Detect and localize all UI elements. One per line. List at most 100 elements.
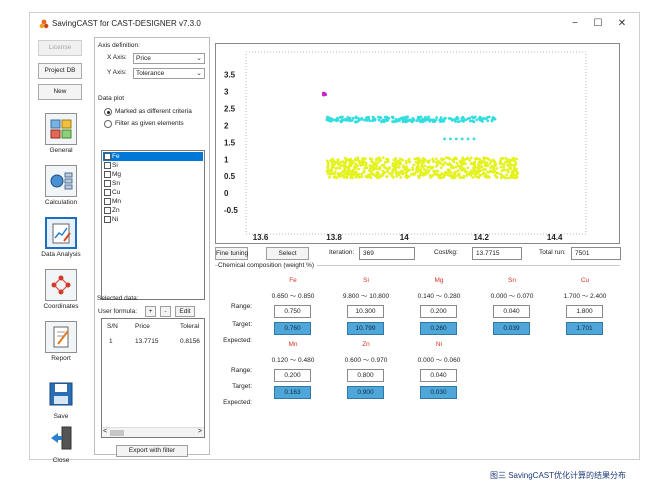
scatter-point [346,158,349,162]
remove-formula-button[interactable]: - [160,306,171,317]
expected-field[interactable]: 0.900 [347,386,384,399]
scatter-point [339,172,342,175]
expected-field[interactable]: 0.039 [493,322,530,335]
table-cell-price: 13.7715 [135,338,159,345]
target-field[interactable]: 0.040 [420,369,457,382]
scatter-point [475,156,479,160]
scatter-plot[interactable]: 3.5 3 2.5 2 1.5 1 0.5 0 -0.5 13.6 13.8 14 14.2 14.4 [215,43,620,244]
scatter-point [360,173,363,176]
target-field[interactable]: 0.200 [420,305,457,318]
checkbox[interactable] [104,207,111,214]
scatter-point [364,162,368,165]
scatter-point [328,175,331,179]
target-field[interactable]: 0.800 [347,369,384,382]
maximize-button[interactable]: ☐ [593,18,603,29]
checkbox[interactable] [104,171,111,178]
scatter-point [336,160,340,164]
element-item-sn[interactable]: Sn [103,179,203,188]
y-tick-label: 1 [224,155,229,164]
target-field[interactable]: 1.800 [566,305,603,318]
nav-general[interactable]: General [35,113,87,154]
scatter-series [443,137,476,141]
scatter-point [401,158,405,162]
scatter-point [493,173,497,177]
element-item-si[interactable]: Si [103,161,203,170]
element-item-mn[interactable]: Mn [103,197,203,206]
checkbox[interactable] [104,198,111,205]
nav-coordinates[interactable]: Coordinates [35,269,87,310]
target-field[interactable]: 0.750 [274,305,311,318]
x-tick-label: 14.4 [547,233,563,242]
expected-field[interactable]: 0.030 [420,386,457,399]
expected-field[interactable]: 0.260 [420,322,457,335]
checkbox[interactable] [104,189,111,196]
expected-field[interactable]: 0.760 [274,322,311,335]
close-window-button[interactable]: ✕ [617,18,627,29]
checkbox[interactable] [104,162,111,169]
iteration-field[interactable]: 369 [359,247,415,260]
nav-close[interactable]: Close [35,423,87,464]
cost-field[interactable]: 13.7715 [472,247,522,260]
element-item-cu[interactable]: Cu [103,188,203,197]
y-axis-select[interactable]: Tolerance ⌄ [133,68,205,79]
scatter-point [506,158,510,162]
scatter-point [364,175,368,178]
project-db-button[interactable]: Project DB [38,63,82,79]
range-value: 0.650 ～ 0.850 [271,293,315,300]
element-label: Mn [112,198,122,205]
export-with-filter-button[interactable]: Export with filter [116,445,188,457]
checkbox[interactable] [104,180,111,187]
nav-report[interactable]: Report [35,321,87,362]
scatter-point [353,157,357,161]
scroll-left-icon[interactable]: < [103,428,108,435]
scroll-right-icon[interactable]: > [197,428,202,435]
scatter-point [367,116,370,120]
nav-calculation[interactable]: Calculation [35,165,87,206]
new-button[interactable]: New [38,84,82,100]
nav-data-analysis[interactable]: Data Analysis [35,217,87,258]
license-button[interactable]: License [38,40,82,56]
scatter-point [434,165,438,168]
element-item-ni[interactable]: Ni [103,215,203,224]
checkbox[interactable] [104,153,111,160]
minimize-button[interactable]: − [572,18,578,29]
element-item-mg[interactable]: Mg [103,170,203,179]
target-field[interactable]: 0.200 [274,369,311,382]
scatter-point [515,170,519,174]
scatter-point [377,118,381,122]
radio-marked[interactable] [104,108,112,116]
checkbox[interactable] [104,216,111,223]
expected-field[interactable]: 10.799 [347,322,384,335]
selected-data-table[interactable]: S/N Price Toleral 1 13.7715 0.8156 < > [101,318,205,438]
fine-tuning-button[interactable]: Fine tuning [215,247,248,260]
horizontal-scrollbar[interactable]: < > [102,427,204,437]
target-field[interactable]: 0.040 [493,305,530,318]
element-filter-list: Fe Si Mg Sn Cu Mn Zn Ni [101,150,205,300]
scatter-point [469,156,473,160]
expected-field[interactable]: 0.163 [274,386,311,399]
scatter-point [401,172,405,176]
scroll-thumb[interactable] [110,430,124,436]
scatter-series [321,91,327,97]
target-field[interactable]: 10.300 [347,305,384,318]
scatter-point [360,175,364,179]
scatter-point [479,169,483,172]
element-item-fe[interactable]: Fe [103,152,203,161]
range-value: 1.700 ～ 2.400 [563,293,607,300]
element-item-zn[interactable]: Zn [103,206,203,215]
total-run-field[interactable]: 7501 [571,247,621,260]
nav-save[interactable]: Save [35,379,87,420]
radio-filter[interactable] [104,120,112,128]
scatter-series [325,115,497,124]
scatter-point [326,161,330,164]
edit-formula-button[interactable]: Edit [175,306,195,317]
scatter-point [336,116,339,120]
scatter-point [361,157,365,161]
scatter-point [473,173,477,177]
scatter-point [386,157,390,161]
x-axis-select[interactable]: Price ⌄ [133,53,205,64]
scatter-point [360,116,364,120]
select-button[interactable]: Select [266,247,309,260]
expected-field[interactable]: 1.701 [566,322,603,335]
add-formula-button[interactable]: + [145,306,156,317]
